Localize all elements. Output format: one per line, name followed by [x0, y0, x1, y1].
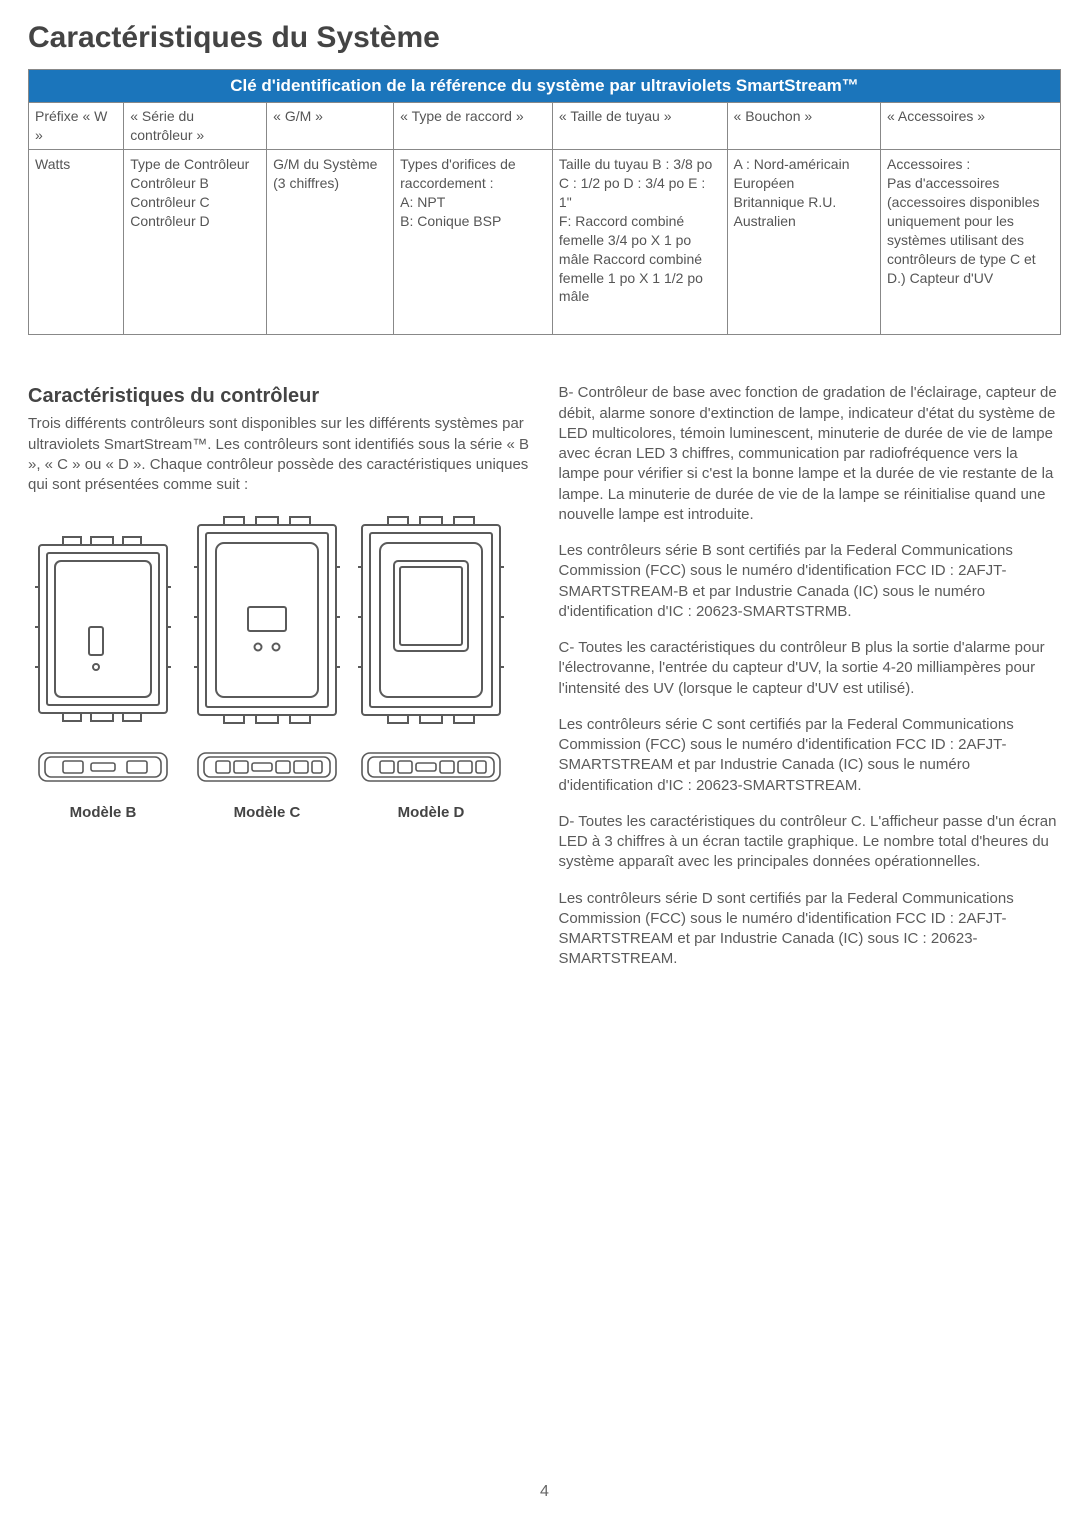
table-body-row: Watts Type de Contrôleur Contrôleur B Co… — [29, 150, 1061, 335]
desc-b: B- Contrôleur de base avec fonction de g… — [559, 383, 1062, 525]
desc-d: D- Toutes les caractéristiques du contrô… — [559, 812, 1062, 873]
col-header-fitting: « Type de raccord » — [394, 103, 553, 150]
device-model-b — [28, 527, 178, 791]
page-title: Caractéristiques du Système — [28, 18, 1061, 59]
page-number: 4 — [540, 1481, 549, 1503]
device-model-d — [356, 507, 506, 791]
label-model-d: Modèle D — [356, 803, 506, 823]
cell-plug: A : Nord-américain Européen Britannique … — [727, 150, 880, 335]
cert-d: Les contrôleurs série D sont certifiés p… — [559, 889, 1062, 970]
cell-series: Type de Contrôleur Contrôleur B Contrôle… — [124, 150, 267, 335]
label-model-c: Modèle C — [192, 803, 342, 823]
col-header-plug: « Bouchon » — [727, 103, 880, 150]
col-header-gm: « G/M » — [267, 103, 394, 150]
left-column: Caractéristiques du contrôleur Trois dif… — [28, 383, 531, 985]
controller-b-icon — [33, 527, 173, 737]
controller-d-base-icon — [356, 747, 506, 791]
desc-c: C- Toutes les caractéristiques du contrô… — [559, 638, 1062, 699]
controller-intro: Trois différents contrôleurs sont dispon… — [28, 414, 531, 495]
table-header-row: Préfixe « W » « Série du contrôleur » « … — [29, 103, 1061, 150]
table-title-bar: Clé d'identification de la référence du … — [29, 69, 1061, 103]
cert-b: Les contrôleurs série B sont certifiés p… — [559, 541, 1062, 622]
cell-pipesize: Taille du tuyau B : 3/8 po C : 1/2 po D … — [552, 150, 727, 335]
device-model-c — [192, 507, 342, 791]
controller-c-base-icon — [192, 747, 342, 791]
cell-prefix: Watts — [29, 150, 124, 335]
controller-c-icon — [192, 507, 342, 737]
right-column: B- Contrôleur de base avec fonction de g… — [559, 383, 1062, 985]
col-header-prefix: Préfixe « W » — [29, 103, 124, 150]
cert-c: Les contrôleurs série C sont certifiés p… — [559, 715, 1062, 796]
controller-d-icon — [356, 507, 506, 737]
model-labels-row: Modèle B Modèle C Modèle D — [28, 803, 531, 823]
col-header-acc: « Accessoires » — [881, 103, 1061, 150]
cell-gm: G/M du Système (3 chiffres) — [267, 150, 394, 335]
label-model-b: Modèle B — [28, 803, 178, 823]
col-header-series: « Série du contrôleur » — [124, 103, 267, 150]
controller-b-base-icon — [33, 747, 173, 791]
cell-fitting: Types d'orifices de raccordement : A: NP… — [394, 150, 553, 335]
key-identification-table: Clé d'identification de la référence du … — [28, 69, 1061, 336]
col-header-pipesize: « Taille de tuyau » — [552, 103, 727, 150]
controller-heading: Caractéristiques du contrôleur — [28, 383, 531, 410]
cell-acc: Accessoires : Pas d'accessoires (accesso… — [881, 150, 1061, 335]
devices-row — [28, 507, 531, 791]
